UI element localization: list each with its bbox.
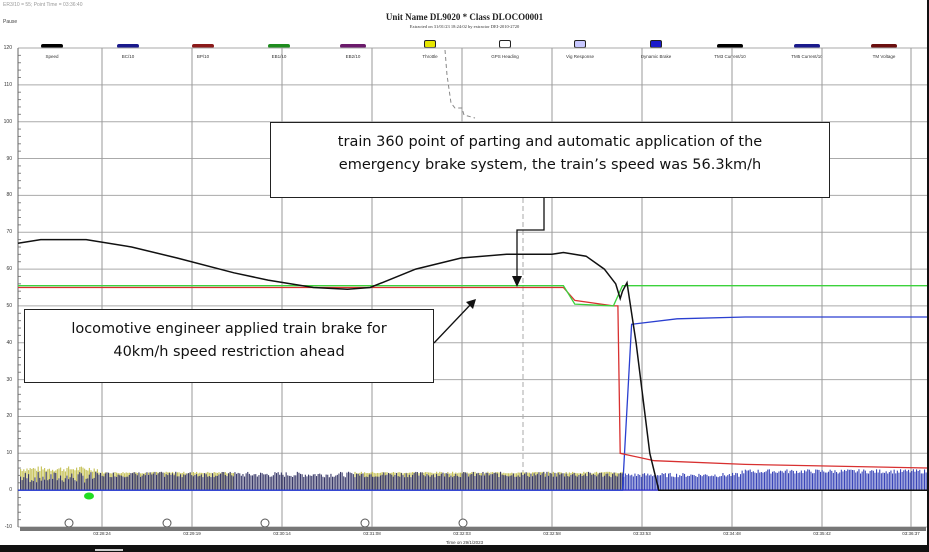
horizontal-scrollbar[interactable] <box>95 549 123 551</box>
legend-item-tm5-current-10[interactable]: TM5 Current/10 <box>767 35 847 59</box>
y-tick-label: 0 <box>9 487 12 494</box>
legend-item-speed[interactable]: Speed <box>12 35 92 59</box>
y-tick-label: 30 <box>6 376 12 383</box>
legend-label: Speed <box>45 54 59 59</box>
x-axis-title: Time on 29/1/2023 <box>445 540 484 545</box>
time-axis-bar[interactable] <box>20 527 926 531</box>
y-tick-label: -10 <box>4 524 12 530</box>
legend-swatch-icon <box>794 44 820 48</box>
legend-item-eb2-10[interactable]: EB2/10 <box>313 35 393 59</box>
x-tick-label: 03:32:58 <box>543 531 561 536</box>
legend-item-tm-voltage[interactable]: TM Voltage <box>844 35 924 59</box>
y-tick-label: 40 <box>6 339 12 346</box>
vigilance-marker-icon <box>162 518 172 528</box>
vigilance-marker-icon <box>260 518 270 528</box>
y-tick-label: 110 <box>4 81 12 88</box>
y-tick-label: 50 <box>6 302 12 309</box>
vigilance-dot <box>84 492 94 500</box>
x-tick-label: 03:30:14 <box>273 531 291 536</box>
pause-button[interactable]: Pause <box>3 19 18 25</box>
engineer-arrow-line <box>433 302 473 344</box>
legend-item-bc-10[interactable]: BC/10 <box>88 35 168 59</box>
y-tick-label: 100 <box>3 118 12 125</box>
legend-label: TM3 Current/10 <box>714 54 746 59</box>
x-tick-label: 03:32:03 <box>453 531 471 536</box>
legend-label: TM Voltage <box>872 54 896 59</box>
legend-item-tm3-current-10[interactable]: TM3 Current/10 <box>690 35 770 59</box>
parting-annotation-line2: emergency brake system, the train’s spee… <box>338 157 762 173</box>
vigilance-marker-icon <box>360 518 370 528</box>
x-tick-label: 03:33:53 <box>633 531 651 536</box>
legend-swatch-icon <box>117 44 139 48</box>
parting-arrow-line <box>516 198 545 278</box>
legend-swatch-icon <box>717 44 743 48</box>
legend-swatch-icon <box>41 44 63 48</box>
x-tick-label: 03:34:48 <box>723 531 741 536</box>
engineer-annotation-line1: locomotive engineer applied train brake … <box>71 321 387 337</box>
legend-swatch-icon <box>871 44 897 48</box>
legend-label: TM5 Current/10 <box>791 54 823 59</box>
parting-annotation-line1: train 360 point of parting and automatic… <box>337 134 763 150</box>
legend-item-eb1-10[interactable]: EB1/10 <box>239 35 319 59</box>
legend-label: BC/10 <box>121 54 135 59</box>
legend-label: GPS Heading <box>491 54 519 59</box>
x-tick-label: 03:29:19 <box>183 531 201 536</box>
legend-label: EB2/10 <box>345 54 361 59</box>
y-tick-label: 20 <box>6 413 12 420</box>
y-tick-label: 90 <box>6 155 12 162</box>
gps-heading-line <box>444 49 476 119</box>
legend-label: Throttle <box>422 54 438 59</box>
engineer-annotation-line2: 40km/h speed restriction ahead <box>113 344 345 360</box>
legend-label: Vig Response <box>566 54 594 59</box>
y-tick-label: 120 <box>3 45 12 51</box>
parting-arrow-head <box>512 276 522 287</box>
parting-annotation: train 360 point of parting and automatic… <box>270 122 830 198</box>
legend-swatch-icon <box>268 44 290 48</box>
speed-line <box>17 238 927 491</box>
y-tick-label: 10 <box>6 450 12 457</box>
legend-swatch-icon <box>340 44 366 48</box>
x-tick-label: 03:31:08 <box>363 531 381 536</box>
status-text: ER3/10 = 55; Point Time = 03:36:40 <box>3 2 83 8</box>
y-tick-label: 80 <box>6 192 12 199</box>
engineer-arrow-head <box>466 299 476 309</box>
legend-label: BP/10 <box>196 54 210 59</box>
y-tick-label: 60 <box>6 266 12 273</box>
vigilance-marker-icon <box>64 518 74 528</box>
legend-swatch-icon <box>192 44 214 48</box>
engineer-annotation: locomotive engineer applied train brake … <box>24 309 434 383</box>
chart-subtitle: Extracted on 31/01/23 18:24:02 by extrac… <box>409 24 520 29</box>
legend-label: Dynamic Brake <box>640 54 672 59</box>
y-tick-label: 70 <box>6 229 12 236</box>
vigilance-marker-icon <box>458 518 468 528</box>
x-tick-label: 03:36:37 <box>902 531 920 536</box>
x-tick-label: 03:28:24 <box>93 531 111 536</box>
x-tick-label: 03:35:42 <box>813 531 831 536</box>
bc-line <box>18 316 927 491</box>
eb1-line <box>18 285 927 307</box>
legend-item-bp-10[interactable]: BP/10 <box>163 35 243 59</box>
chart-title: Unit Name DL9020 * Class DLOCO0001 <box>385 12 544 22</box>
legend-label: EB1/10 <box>271 54 287 59</box>
